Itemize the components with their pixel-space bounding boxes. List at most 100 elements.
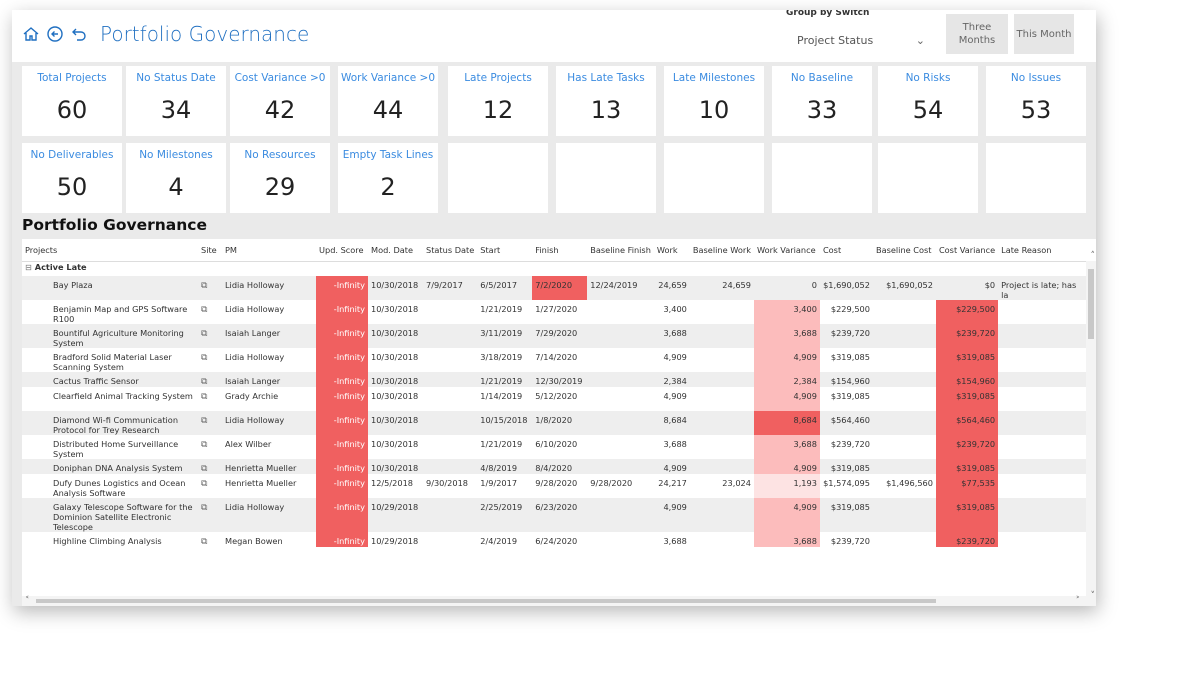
cell-late <box>998 474 1087 498</box>
scroll-left-icon[interactable]: ˂ <box>25 596 30 606</box>
column-header[interactable]: PM <box>222 239 316 262</box>
table-row[interactable]: Dufy Dunes Logistics and Ocean Analysis … <box>22 474 1087 498</box>
column-header[interactable]: Cost <box>819 239 873 262</box>
kpi-late-projects[interactable]: Late Projects 12 <box>448 66 548 136</box>
cell-site[interactable]: ⧉ <box>198 474 222 498</box>
table-row[interactable]: Bradford Solid Material Laser Scanning S… <box>22 348 1087 372</box>
column-header[interactable]: Late Reason <box>998 239 1088 262</box>
link-icon[interactable]: ⧉ <box>201 377 208 387</box>
table-row[interactable]: Benjamin Map and GPS Software R100 ⧉ Lidia… <box>22 300 1087 324</box>
horizontal-scroll-thumb[interactable] <box>36 599 936 603</box>
column-header[interactable]: Work Variance <box>753 239 820 262</box>
table-row[interactable]: Galaxy Telescope Software for the Domini… <box>22 498 1088 532</box>
kpi-no-status-date[interactable]: No Status Date 34 <box>126 66 226 136</box>
cell-site[interactable]: ⧉ <box>198 532 222 547</box>
link-icon[interactable]: ⧉ <box>201 353 208 363</box>
kpi-no-issues[interactable]: No Issues 53 <box>986 66 1086 136</box>
undo-icon[interactable] <box>70 25 88 43</box>
kpi-label: No Issues <box>1010 72 1062 84</box>
link-icon[interactable]: ⧉ <box>201 479 208 489</box>
kpi-total-projects[interactable]: Total Projects 60 <box>22 66 122 136</box>
vertical-scroll-thumb[interactable] <box>1088 269 1094 339</box>
cell-score: -Infinity <box>316 300 368 324</box>
back-circle-icon[interactable] <box>46 25 64 43</box>
cell-site[interactable]: ⧉ <box>198 372 222 387</box>
column-header[interactable]: Mod. Date <box>368 239 423 262</box>
cell-bfinish <box>587 459 654 474</box>
column-header[interactable]: Baseline Work <box>689 239 754 262</box>
table-row[interactable]: Clearfield Animal Tracking System ⧉ Grady … <box>22 387 1087 411</box>
column-header[interactable]: Baseline Cost <box>872 239 936 262</box>
column-header[interactable]: Cost Variance <box>935 239 999 262</box>
column-header[interactable]: Upd. Score <box>316 239 368 262</box>
cell-wvar: 2,384 <box>753 372 820 387</box>
cell-site[interactable]: ⧉ <box>198 459 222 474</box>
group-row[interactable]: ⊟ Active Late <box>22 261 1088 276</box>
this-month-button[interactable]: This Month <box>1014 14 1074 54</box>
cell-bwork <box>689 324 754 348</box>
table-row[interactable]: Bay Plaza ⧉ Lidia Holloway -Infinity 10/30/2… <box>22 276 1088 300</box>
table-row[interactable]: Highline Climbing Analysis ⧉ Megan Bowen -I… <box>22 532 1087 547</box>
group-label[interactable]: ⊟ Active Late <box>22 261 1088 276</box>
cell-wvar: 8,684 <box>753 411 820 435</box>
kpi-late-milestones[interactable]: Late Milestones 10 <box>664 66 764 136</box>
home-icon[interactable] <box>22 25 40 43</box>
table-row[interactable]: Bountiful Agriculture Monitoring System ⧉… <box>22 324 1088 348</box>
cell-late <box>998 372 1088 387</box>
scroll-right-icon[interactable]: ˃ <box>1075 596 1081 606</box>
kpi-no-milestones[interactable]: No Milestones 4 <box>126 143 226 213</box>
column-header[interactable]: Work <box>653 239 690 262</box>
column-header[interactable]: Finish <box>532 239 588 262</box>
cell-site[interactable]: ⧉ <box>198 348 222 372</box>
cell-work: 3,688 <box>653 324 690 348</box>
kpi-no-deliverables[interactable]: No Deliverables 50 <box>22 143 122 213</box>
cell-bfinish <box>587 498 654 532</box>
cell-pm: Henrietta Mueller <box>225 478 297 488</box>
cell-mod: 10/29/2018 <box>371 536 419 546</box>
column-header[interactable]: Projects <box>22 239 198 262</box>
cell-work: 3,400 <box>663 304 687 314</box>
link-icon[interactable]: ⧉ <box>201 305 208 315</box>
cell-work: 8,684 <box>653 411 690 435</box>
link-icon[interactable]: ⧉ <box>201 440 208 450</box>
scroll-down-icon[interactable]: ˅ <box>1090 591 1096 601</box>
cell-site[interactable]: ⧉ <box>198 324 222 348</box>
three-months-button[interactable]: Three Months <box>946 14 1008 54</box>
cell-bcost <box>873 532 936 547</box>
kpi-has-late-tasks[interactable]: Has Late Tasks 13 <box>556 66 656 136</box>
cell-site[interactable]: ⧉ <box>198 387 222 411</box>
table-row[interactable]: Distributed Home Surveillance System ⧉ Ale… <box>22 435 1087 459</box>
cell-site[interactable]: ⧉ <box>198 300 222 324</box>
table-row[interactable]: Doniphan DNA Analysis System ⧉ Henrietta M… <box>22 459 1088 474</box>
kpi-work-variance[interactable]: Work Variance >0 44 <box>338 66 438 136</box>
link-icon[interactable]: ⧉ <box>201 416 208 426</box>
collapse-icon[interactable]: ⊟ <box>25 262 32 272</box>
column-header[interactable]: Site <box>198 239 222 262</box>
kpi-no-baseline[interactable]: No Baseline 33 <box>772 66 872 136</box>
link-icon[interactable]: ⧉ <box>201 281 208 291</box>
cell-site[interactable]: ⧉ <box>198 498 222 532</box>
link-icon[interactable]: ⧉ <box>201 537 208 547</box>
link-icon[interactable]: ⧉ <box>201 329 208 339</box>
horizontal-scrollbar[interactable] <box>22 596 1086 606</box>
vertical-scrollbar[interactable] <box>1086 261 1096 606</box>
table-row[interactable]: Cactus Traffic Sensor ⧉ Isaiah Langer -Infi… <box>22 372 1088 387</box>
link-icon[interactable]: ⧉ <box>201 392 208 402</box>
column-header[interactable]: Start <box>477 239 533 262</box>
cell-site[interactable]: ⧉ <box>198 411 222 435</box>
kpi-empty-task-lines[interactable]: Empty Task Lines 2 <box>338 143 438 213</box>
cell-site[interactable]: ⧉ <box>198 435 222 459</box>
group-by-dropdown[interactable]: Project Status ⌄ <box>797 34 935 47</box>
governance-matrix: Projects Site PM Upd. Score Mod. Date Status … <box>22 239 1088 547</box>
cell-site[interactable]: ⧉ <box>198 276 222 300</box>
cell-status <box>423 435 477 459</box>
kpi-no-risks[interactable]: No Risks 54 <box>878 66 978 136</box>
link-icon[interactable]: ⧉ <box>201 464 208 474</box>
column-header[interactable]: Baseline Finish <box>587 239 654 262</box>
column-header[interactable]: Status Date <box>423 239 478 262</box>
scroll-up-icon[interactable]: ˄ <box>1090 251 1096 261</box>
link-icon[interactable]: ⧉ <box>201 503 208 513</box>
kpi-no-resources[interactable]: No Resources 29 <box>230 143 330 213</box>
table-row[interactable]: Diamond Wi-fi Communication Protocol for… <box>22 411 1088 435</box>
kpi-cost-variance[interactable]: Cost Variance >0 42 <box>230 66 330 136</box>
